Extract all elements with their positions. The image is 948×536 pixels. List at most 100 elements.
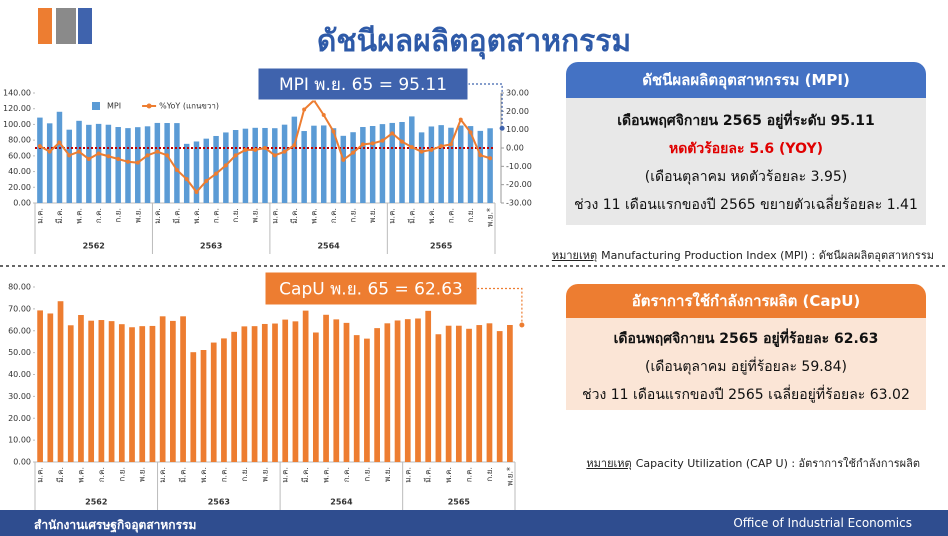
line-marker	[86, 157, 91, 161]
bar	[95, 123, 102, 203]
bar	[139, 326, 146, 462]
bar	[164, 123, 170, 203]
bar	[448, 127, 454, 203]
bar	[428, 126, 435, 203]
x-tick-label: พ.ย.	[383, 467, 392, 482]
connector	[477, 287, 523, 325]
bar	[57, 301, 64, 462]
bar	[129, 327, 135, 462]
x-tick-label: มี.ค.	[172, 208, 181, 224]
bar	[415, 318, 421, 462]
line-marker	[223, 163, 228, 168]
x-tick-label: ก.ย.	[466, 208, 475, 223]
bar	[241, 326, 248, 462]
line-marker	[263, 146, 267, 150]
line-marker	[439, 144, 444, 149]
bar	[170, 320, 176, 462]
line-marker	[400, 139, 405, 144]
line-marker	[67, 153, 72, 158]
bar	[108, 321, 115, 462]
panel-line: เดือนพฤศจิกายน 2565 อยู่ที่ร้อยละ 62.63	[613, 331, 879, 347]
bar	[301, 131, 307, 203]
y2-tick-label: 10.00	[506, 125, 529, 134]
x-tick-label: ก.ย.	[240, 467, 249, 482]
line-marker	[77, 149, 82, 154]
y-tick-label: 40.00	[8, 167, 31, 176]
line-marker	[282, 149, 287, 154]
bar	[323, 314, 329, 462]
annotation-box	[264, 271, 478, 306]
y2-tick-label: 30.00	[506, 89, 529, 98]
x-tick-label: มี.ค.	[424, 467, 433, 483]
bar	[486, 323, 493, 462]
legend-label: %YoY (แกนขวา)	[159, 102, 219, 111]
x-tick-label: พ.ย.	[368, 208, 377, 223]
x-tick-label: มี.ค.	[407, 208, 416, 224]
bar	[291, 116, 298, 203]
line-marker	[253, 147, 258, 152]
bar	[118, 324, 125, 462]
bar	[46, 123, 53, 203]
line-marker	[165, 153, 170, 158]
x-tick-label: ม.ค.	[158, 467, 167, 483]
bar	[369, 126, 376, 203]
line-marker	[204, 179, 209, 183]
bar	[302, 310, 309, 462]
y-tick-label: 60.00	[8, 151, 31, 160]
bar	[467, 126, 474, 203]
bar	[425, 310, 432, 462]
y-tick-label: 80.00	[8, 136, 31, 145]
bar	[320, 125, 327, 203]
legend-swatch	[92, 102, 100, 110]
line-marker	[360, 142, 365, 147]
bar	[105, 124, 112, 203]
bar	[476, 325, 483, 462]
bar	[210, 342, 217, 462]
bar	[435, 334, 442, 462]
line-marker	[37, 144, 42, 149]
x-tick-label: ก.ค.	[329, 208, 338, 223]
bar	[251, 326, 258, 462]
line-marker	[233, 153, 238, 158]
panel-body: เดือนพฤศจิกายน 2565 อยู่ที่ระดับ 95.11 ห…	[566, 98, 926, 225]
line-marker	[370, 141, 375, 146]
line-marker	[106, 154, 111, 159]
footer: สำนักงานเศรษฐกิจอุตสาหกรรม Office of Ind…	[0, 510, 948, 536]
panel-line: หดตัวร้อยละ 5.6 (YOY)	[668, 141, 824, 157]
y-tick-label: 10.00	[8, 436, 31, 445]
bar	[213, 135, 219, 203]
logo	[56, 8, 76, 44]
panel-line: (เดือนตุลาคม หดตัวร้อยละ 3.95)	[644, 169, 848, 185]
x-group-label: 2563	[200, 242, 222, 251]
y2-tick-label: 20.00	[506, 107, 529, 116]
bar	[455, 325, 462, 462]
panel-line: ช่วง 11 เดือนแรกของปี 2565 เฉลี่ยอยู่ที่…	[582, 387, 910, 403]
line-marker	[194, 190, 199, 194]
bar	[360, 127, 366, 203]
x-group-label: 2564	[330, 498, 353, 507]
annotation: CapU พ.ย. 65 = 62.63	[279, 280, 463, 300]
y2-tick-label: -10.00	[506, 162, 532, 171]
connector-end	[499, 125, 505, 131]
x-tick-label: พ.ย.*	[505, 467, 514, 486]
bar	[221, 338, 227, 462]
line-marker	[390, 131, 395, 136]
bar	[190, 352, 197, 462]
bar	[183, 143, 190, 203]
bar	[78, 315, 84, 462]
line-marker	[302, 107, 307, 112]
line-marker	[174, 168, 179, 172]
bar	[353, 335, 360, 462]
line-marker	[468, 130, 473, 135]
y2-tick-label: 0.00	[506, 144, 524, 153]
bar	[409, 116, 415, 203]
line-marker	[341, 157, 346, 162]
bar	[37, 310, 43, 462]
note: หมายเหตุ Capacity Utilization (CAP U) : อ…	[586, 454, 920, 472]
x-tick-label: พ.ย.	[251, 208, 260, 223]
bar	[330, 128, 337, 203]
panel-line: ช่วง 11 เดือนแรกของปี 2565 ขยายตัวเฉลี่ย…	[574, 197, 918, 213]
connector-end	[519, 322, 525, 328]
